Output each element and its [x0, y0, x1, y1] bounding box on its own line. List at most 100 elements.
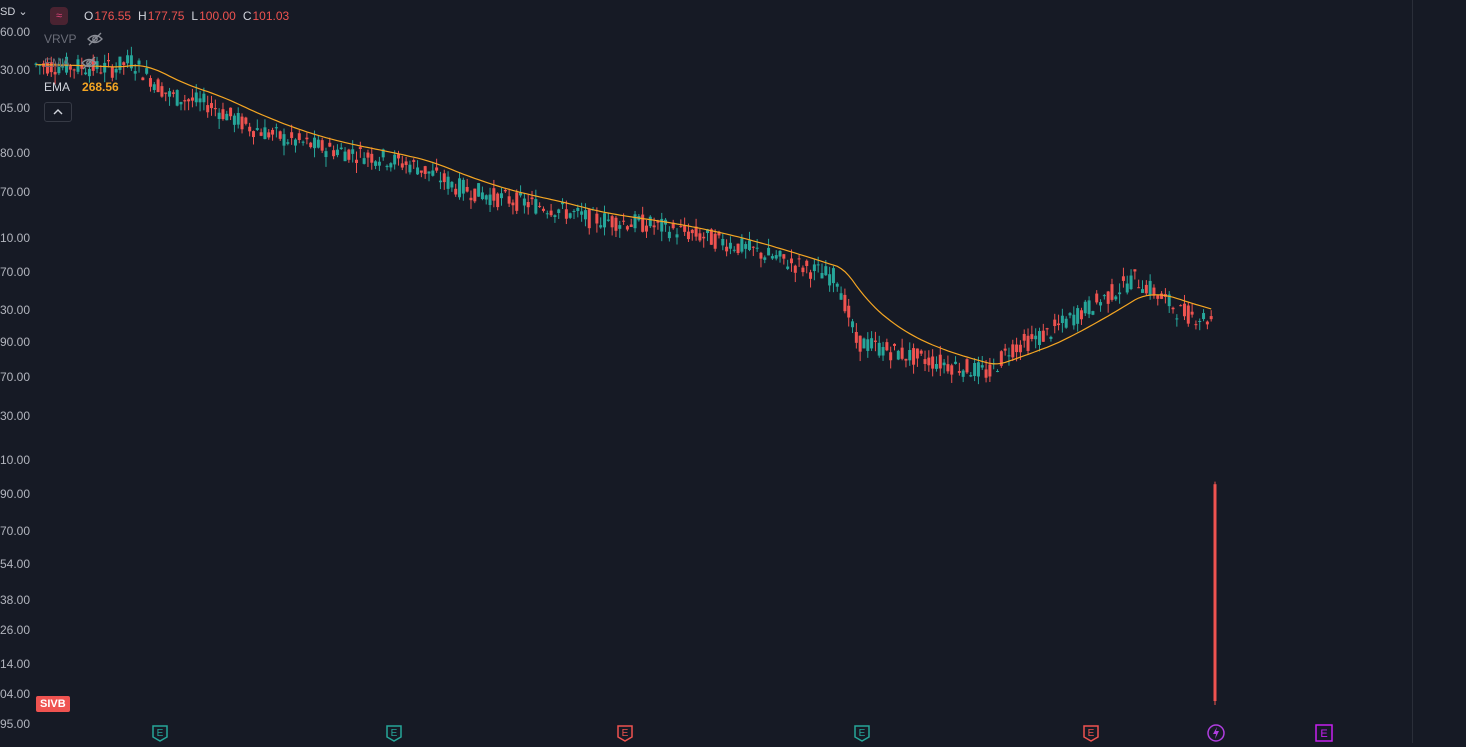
candle-body	[534, 199, 538, 214]
price-tick-label: 80.00	[0, 146, 31, 160]
eye-hidden-icon[interactable]	[80, 56, 98, 70]
collapse-legend-button[interactable]	[44, 102, 72, 122]
candle-body	[656, 220, 660, 223]
candle-body	[774, 255, 778, 259]
candle-body	[919, 350, 923, 354]
svg-text:E: E	[391, 728, 398, 739]
price-tick-label: 70.00	[0, 265, 31, 279]
candle-body	[744, 244, 748, 249]
candle-body	[442, 173, 446, 183]
candle-body	[1133, 269, 1137, 272]
candle-body	[427, 171, 431, 174]
candle-body	[633, 214, 637, 229]
candle-body	[68, 65, 72, 70]
candle-body	[133, 71, 137, 74]
candle-body	[313, 137, 317, 149]
price-chart[interactable]	[0, 0, 1412, 743]
candle-body	[618, 225, 622, 229]
candle-body	[828, 274, 832, 286]
candle-body	[477, 183, 481, 197]
candle-body	[84, 72, 88, 75]
candle-body	[1053, 319, 1057, 326]
earnings-event-icon[interactable]: E	[616, 724, 634, 742]
candle-body	[786, 266, 790, 269]
candle-body	[996, 371, 1000, 373]
eye-hidden-icon[interactable]	[86, 32, 104, 46]
close-value: 101.03	[252, 9, 290, 23]
candle-body	[1179, 305, 1183, 307]
candle-body	[717, 231, 721, 236]
candle-body	[866, 339, 870, 351]
candle-body	[809, 272, 813, 279]
candle-body	[446, 176, 450, 189]
candle-body	[690, 229, 694, 234]
earnings-event-icon[interactable]: E	[1315, 724, 1333, 742]
candle-body	[1125, 283, 1129, 293]
candle-body	[1160, 293, 1164, 299]
indicator-vrvp[interactable]: VRVP	[44, 32, 104, 46]
candle-body	[1087, 300, 1091, 315]
candle-body	[851, 321, 855, 328]
candle-body	[896, 350, 900, 360]
candle-body	[423, 166, 427, 174]
candle-body	[377, 161, 381, 166]
candle-body	[122, 62, 126, 66]
candle-body	[251, 131, 255, 138]
candle-body	[1018, 344, 1022, 353]
candle-body	[763, 257, 767, 260]
candle-body	[393, 154, 397, 165]
candle-body	[648, 216, 652, 227]
candle-body	[126, 55, 130, 64]
candle-body	[1026, 335, 1030, 351]
candle-body	[1022, 333, 1026, 341]
earnings-event-icon[interactable]: E	[1082, 724, 1100, 742]
earnings-event-icon[interactable]: E	[151, 724, 169, 742]
currency-dropdown[interactable]: SD ⌄	[0, 6, 28, 18]
candle-body	[358, 147, 362, 149]
earnings-event-icon[interactable]: E	[385, 724, 403, 742]
candle-body	[541, 208, 545, 211]
candle-body	[725, 246, 729, 252]
candle-body	[408, 164, 412, 173]
candle-body	[290, 132, 294, 138]
candle-body	[1110, 284, 1114, 300]
candle-body	[751, 246, 755, 248]
candle-body	[812, 264, 816, 272]
candle-body	[381, 149, 385, 158]
price-tick-label: 10.00	[0, 453, 31, 467]
symbol-logo-icon[interactable]: ≈	[50, 7, 68, 25]
candle-body	[1015, 344, 1019, 353]
split-event-icon[interactable]	[1207, 724, 1225, 742]
candle-body	[160, 86, 164, 97]
candle-body	[1182, 303, 1186, 317]
candle-body	[297, 133, 301, 140]
indicator-ema-hidden[interactable]: EMA	[44, 56, 98, 70]
candle-body	[1137, 287, 1141, 289]
candle-body	[1072, 314, 1076, 326]
indicator-ema[interactable]: EMA 268.56	[44, 80, 119, 94]
candle-body	[99, 72, 103, 74]
candle-body	[767, 247, 771, 256]
candle-body	[255, 128, 259, 130]
candle-body	[603, 213, 607, 228]
candle-body	[103, 62, 107, 73]
candle-body	[1118, 292, 1122, 295]
candle-body	[271, 129, 275, 135]
earnings-event-icon[interactable]: E	[853, 724, 871, 742]
candle-body	[374, 161, 378, 166]
candle-body	[789, 258, 793, 264]
candle-body	[114, 68, 118, 73]
candle-body	[38, 64, 42, 66]
candle-body	[545, 213, 549, 215]
candle-body	[1099, 302, 1103, 306]
candle-body	[152, 84, 156, 91]
candle-body	[95, 61, 99, 69]
candle-body	[389, 163, 393, 168]
candle-body	[454, 188, 458, 195]
candle-body	[190, 97, 194, 101]
price-tick-label: 70.00	[0, 185, 31, 199]
candle-body	[179, 102, 183, 105]
candle-body	[980, 365, 984, 368]
candle-body	[870, 338, 874, 349]
